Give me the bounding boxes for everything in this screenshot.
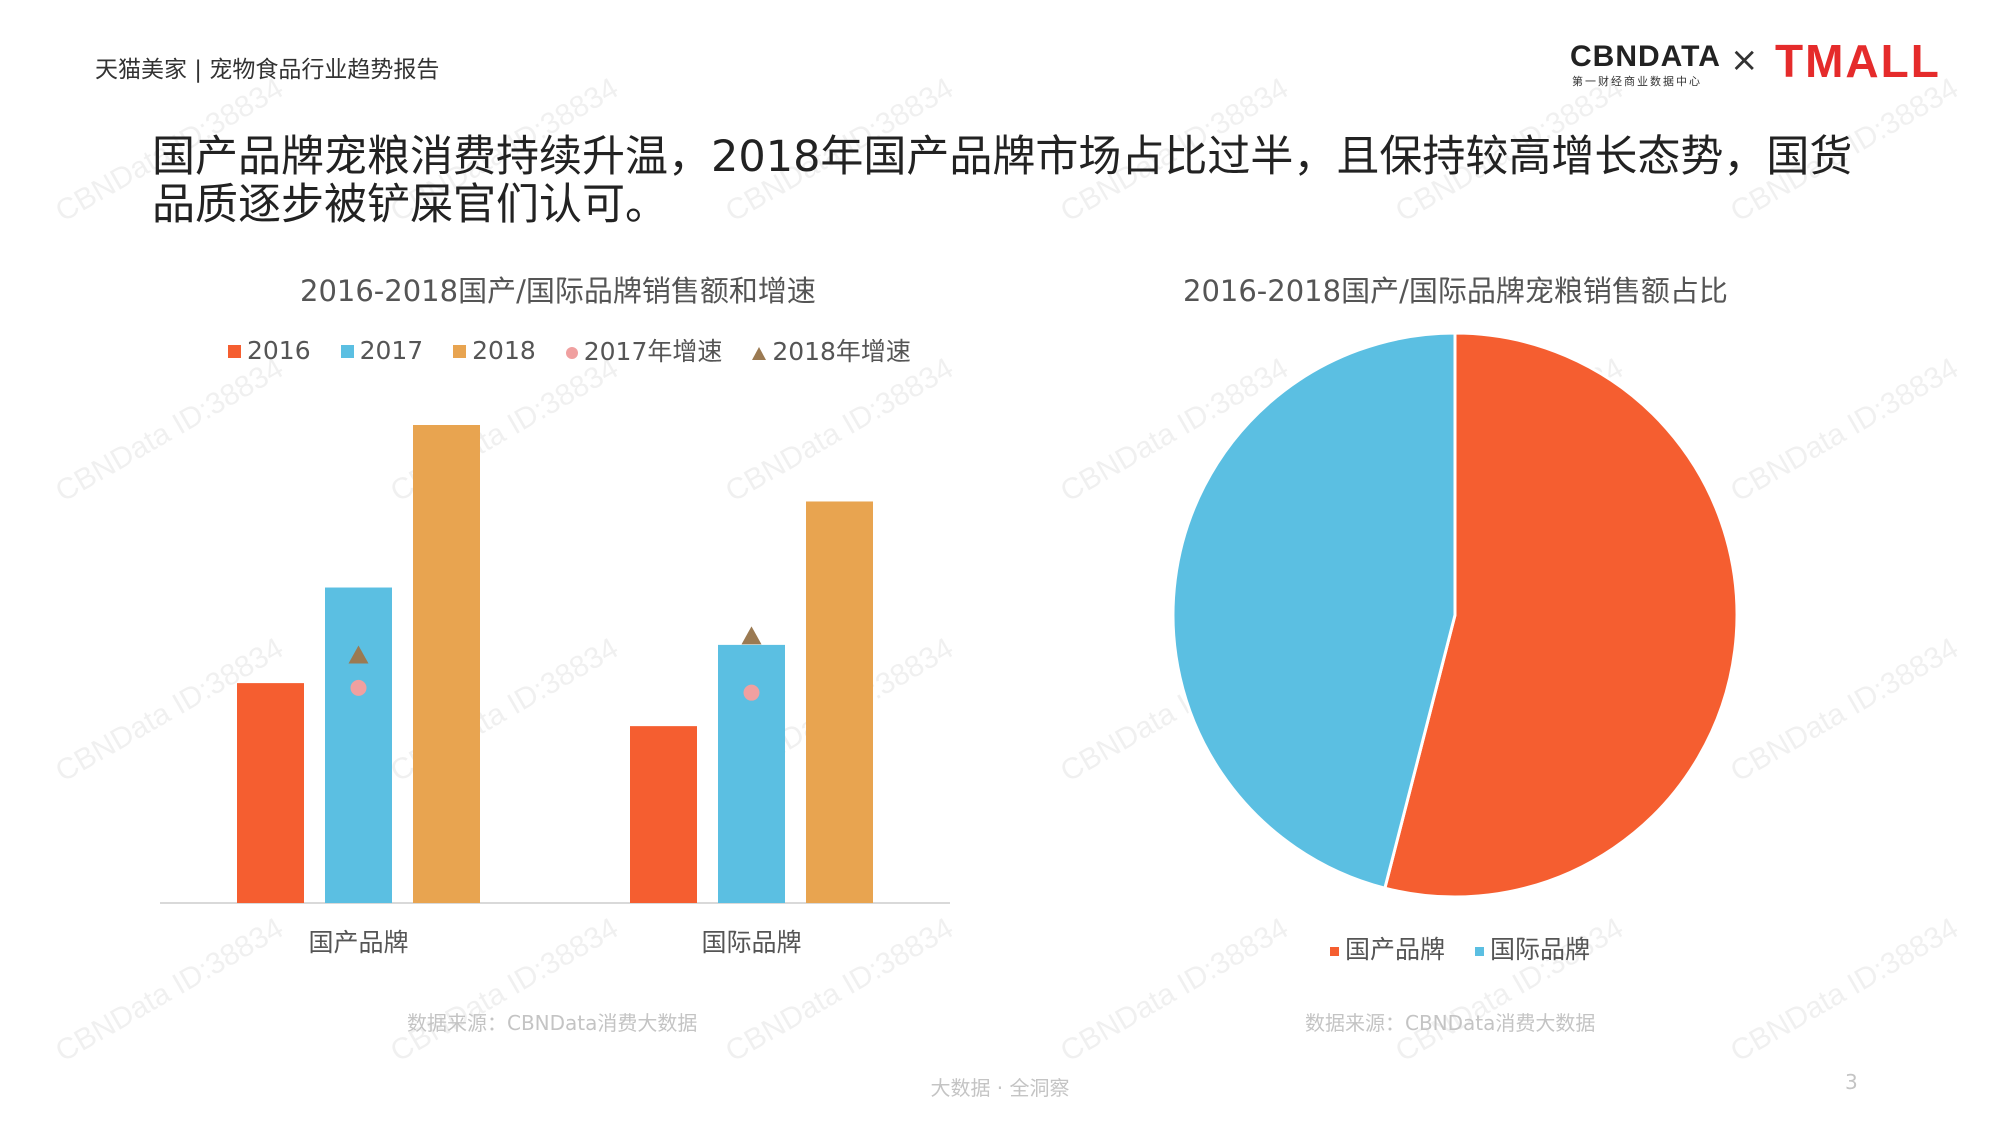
legend-swatch-2016 — [228, 345, 241, 358]
legend-dot-growth-2017 — [565, 347, 578, 359]
brand-logo: CBNDATA 第一财经商业数据中心 × TMALL — [1570, 35, 1940, 90]
page-headline: 国产品牌宠粮消费持续升温，2018年国产品牌市场占比过半，且保持较高增长态势，国… — [152, 132, 1853, 230]
growth-2017-marker — [743, 684, 760, 701]
watermark-text: CBNData ID:38834 — [1055, 911, 1294, 1069]
pie-chart-source: 数据来源：CBNData消费大数据 — [1305, 1011, 1596, 1035]
legend-swatch-domestic — [1330, 946, 1339, 956]
watermark-text: CBNData ID:38834 — [1725, 911, 1964, 1069]
legend-label-domestic: 国产品牌 — [1345, 935, 1446, 964]
legend-item-2018: 2018 — [453, 336, 536, 365]
legend-label-2018: 2018 — [472, 335, 536, 365]
cbndata-logo: CBNDATA — [1570, 40, 1721, 73]
legend-label-2016: 2016 — [247, 335, 311, 365]
legend-swatch-international — [1474, 946, 1484, 956]
bar-2018-international — [806, 501, 873, 903]
report-title: 天猫美家 | 宠物食品行业趋势报告 — [95, 57, 440, 83]
bar-chart: 国产品牌 国际品牌 — [160, 425, 950, 957]
growth-2018-marker — [741, 626, 762, 645]
growth-2017-marker — [350, 679, 367, 696]
growth-2018-marker — [348, 645, 369, 664]
bar-chart-legend: 2016 2017 2018 2017年增速 2018年增速 — [228, 332, 933, 368]
legend-item-2016: 2016 — [228, 336, 311, 365]
pie-chart-legend: 国产品牌 国际品牌 — [1330, 930, 1612, 966]
pie-chart — [1171, 331, 1739, 899]
page-number: 3 — [1845, 1070, 1858, 1094]
bar-2017-international — [718, 644, 785, 903]
x-tick-label: 国产品牌 — [308, 928, 408, 957]
legend-label-growth-2017: 2017年增速 — [583, 337, 723, 366]
legend-swatch-2018 — [453, 345, 467, 358]
bar-chart-source: 数据来源：CBNData消费大数据 — [407, 1011, 698, 1035]
cbndata-logo-subtitle: 第一财经商业数据中心 — [1572, 75, 1702, 88]
legend-item-growth-2018: 2018年增速 — [752, 332, 911, 368]
watermark-text: CBNData ID:38834 — [1725, 631, 1964, 789]
footer-tagline: 大数据 · 全洞察 — [930, 1076, 1070, 1100]
x-tick-label: 国际品牌 — [701, 928, 801, 957]
bar-2018-domestic — [413, 425, 480, 903]
legend-item-domestic: 国产品牌 — [1330, 930, 1445, 966]
legend-swatch-2017 — [340, 345, 354, 358]
legend-item-2017: 2017 — [340, 335, 424, 365]
legend-item-growth-2017: 2017年增速 — [565, 332, 723, 368]
pie-slice-domestic — [1383, 331, 1739, 899]
pie-slice-international — [1171, 331, 1457, 890]
legend-label-international: 国际品牌 — [1489, 935, 1590, 964]
tmall-logo: TMALL — [1775, 35, 1941, 87]
bar-2016-domestic — [237, 683, 304, 903]
legend-triangle-growth-2018 — [752, 346, 767, 360]
collab-times-icon: × — [1730, 40, 1759, 80]
bar-2017-domestic — [325, 587, 392, 903]
legend-label-growth-2018: 2018年增速 — [772, 337, 911, 366]
bar-chart-title: 2016-2018国产/国际品牌销售额和增速 — [300, 274, 816, 308]
watermark-text: CBNData ID:38834 — [1725, 351, 1964, 509]
pie-chart-title: 2016-2018国产/国际品牌宠粮销售额占比 — [1183, 274, 1728, 308]
legend-item-international: 国际品牌 — [1474, 930, 1590, 966]
legend-label-2017: 2017 — [359, 335, 424, 365]
bar-2016-international — [630, 726, 697, 903]
